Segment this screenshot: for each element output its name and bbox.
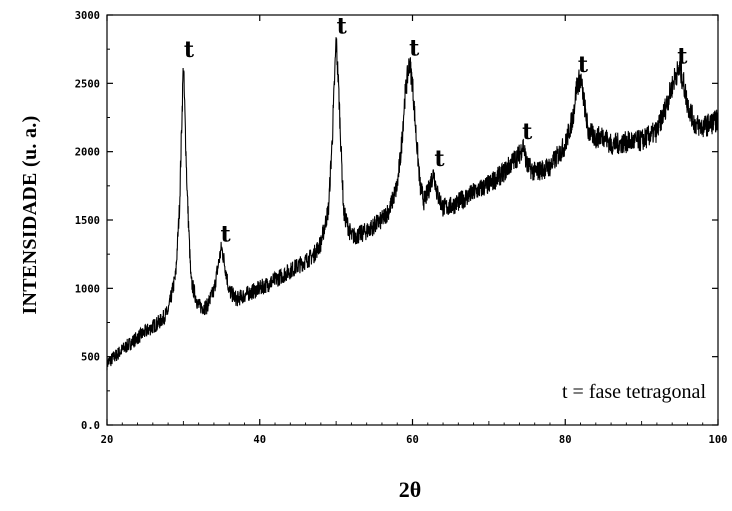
peak-label-t: t (434, 146, 445, 172)
x-tick-label: 40 (253, 434, 266, 446)
legend-text: t = fase tetragonal (562, 381, 706, 403)
x-tick-label: 60 (406, 434, 419, 446)
y-tick-label: 2000 (75, 147, 100, 159)
axes: 0.0 500 1000 1500 2000 2500 3000 20 40 60 80 100 (75, 10, 728, 446)
x-axis-label: 2θ (399, 477, 421, 502)
peak-label-t: t (677, 44, 688, 70)
peak-label-t: t (522, 119, 533, 145)
peak-annotations: t t t t t t t t (184, 14, 688, 248)
y-axis-label: INTENSIDADE (u. a.) (19, 115, 41, 314)
peak-label-t: t (409, 35, 420, 61)
peak-label-t: t (220, 221, 231, 247)
x-tick-label: 100 (709, 434, 728, 446)
peak-label-t: t (184, 37, 195, 63)
x-tick-label: 20 (101, 434, 114, 446)
peak-label-t: t (337, 14, 348, 40)
y-tick-label: 1000 (75, 283, 100, 295)
y-tick-label: 500 (81, 352, 100, 364)
intensity-trace (106, 37, 719, 371)
peak-label-t: t (578, 52, 589, 78)
y-tick-label: 1500 (75, 215, 100, 227)
plot-frame (106, 14, 719, 426)
series-layer (106, 37, 719, 371)
x-tick-label: 80 (559, 434, 572, 446)
y-tick-label: 0.0 (81, 420, 100, 432)
y-tick-label: 2500 (75, 78, 100, 90)
y-tick-label: 3000 (75, 10, 100, 22)
